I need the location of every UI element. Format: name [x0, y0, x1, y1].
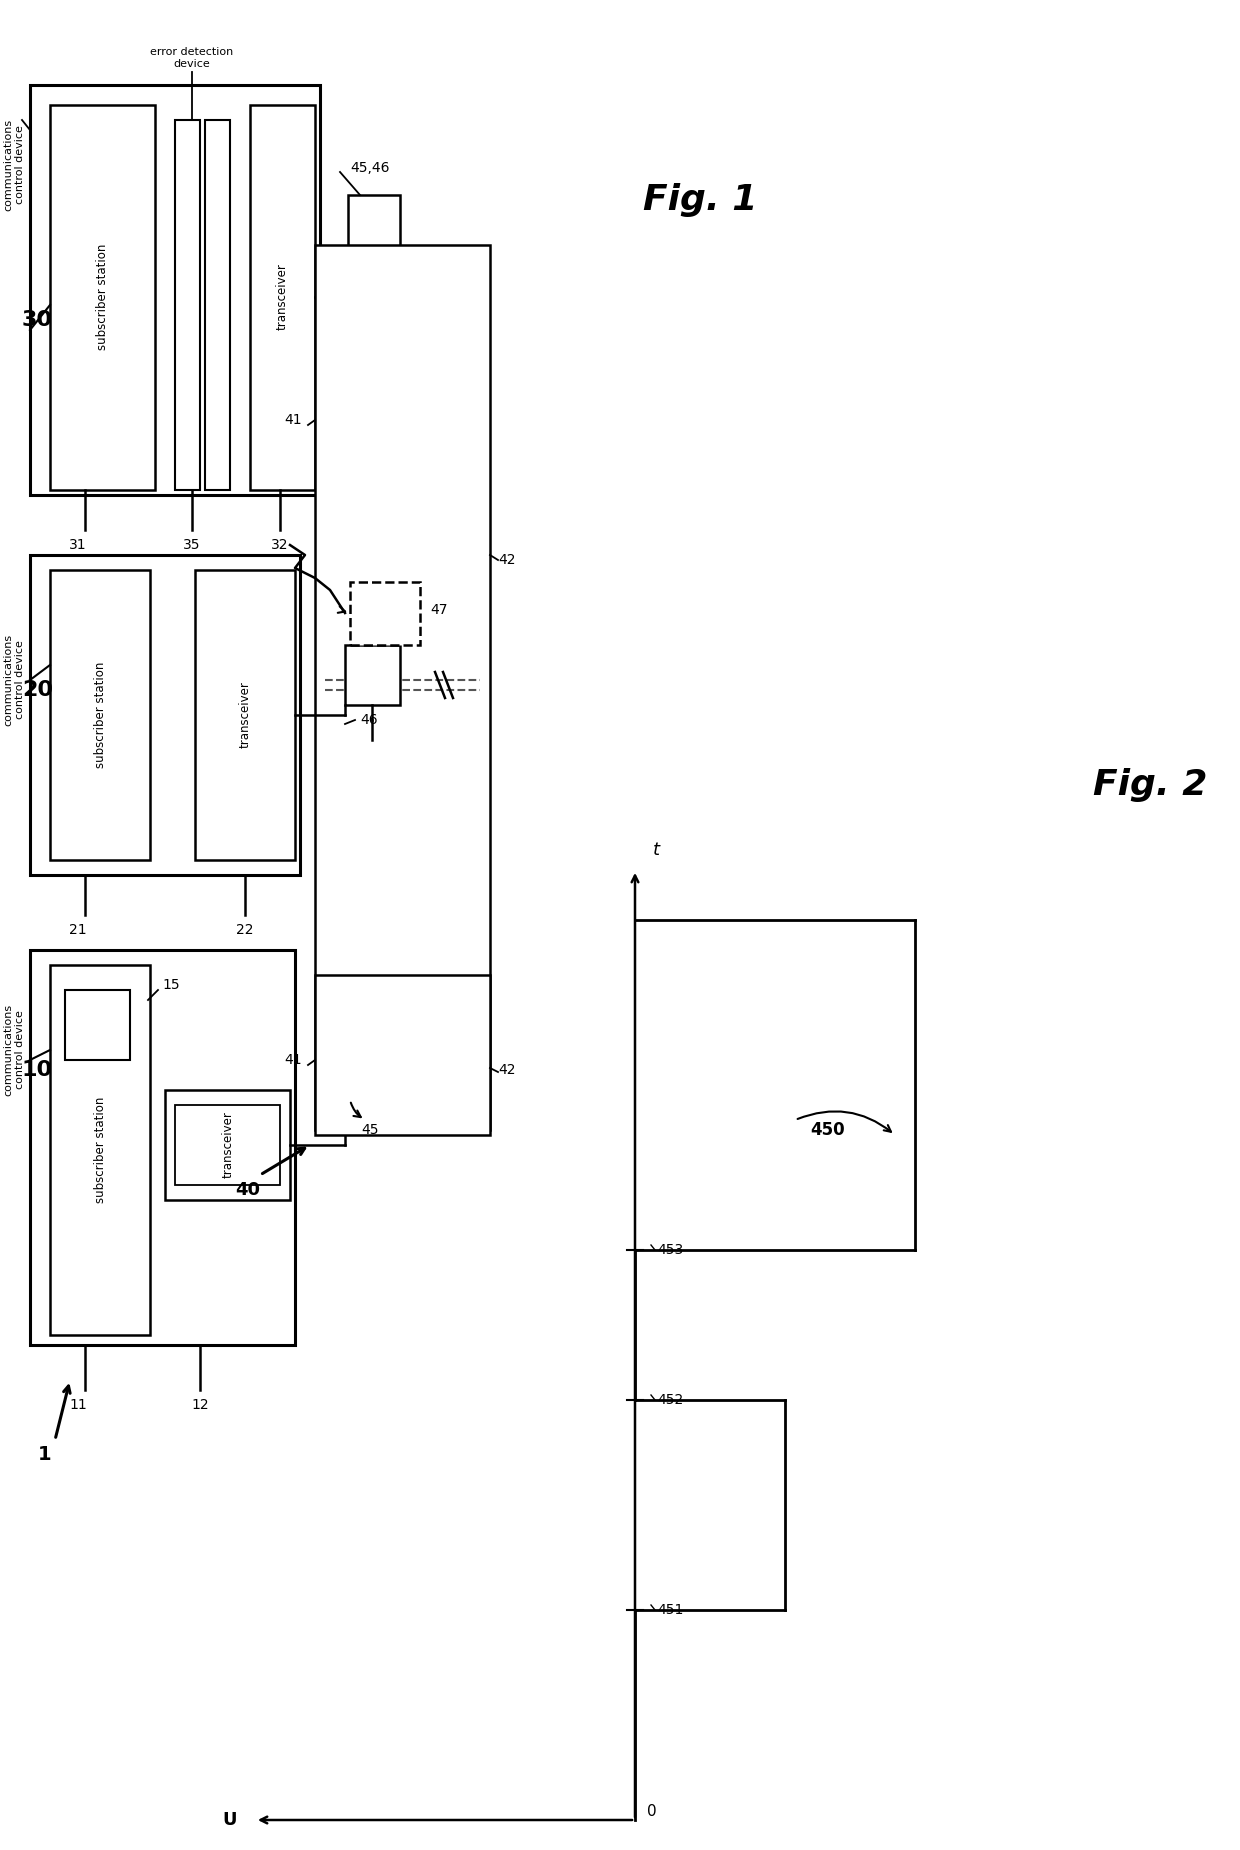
Bar	[50, 966, 150, 1336]
Bar	[345, 1051, 401, 1116]
Text: 1: 1	[38, 1445, 52, 1465]
Text: 22: 22	[237, 923, 254, 936]
Text: communications
control device: communications control device	[4, 635, 25, 725]
Text: 10: 10	[22, 1060, 53, 1080]
Bar	[175, 120, 200, 490]
Text: transceiver: transceiver	[275, 263, 289, 331]
Text: Fig. 1: Fig. 1	[642, 183, 758, 216]
Bar	[195, 570, 295, 860]
Text: 35: 35	[184, 538, 201, 551]
Text: 12: 12	[191, 1399, 208, 1412]
Bar	[50, 570, 150, 860]
Bar	[30, 555, 300, 875]
Text: 42: 42	[498, 1064, 516, 1077]
Text: Fig. 2: Fig. 2	[1092, 768, 1208, 803]
Text: error detection
device: error detection device	[150, 48, 233, 68]
Text: subscriber station: subscriber station	[93, 1097, 107, 1202]
Text: 46: 46	[360, 712, 378, 727]
Bar	[250, 105, 315, 490]
Text: t: t	[653, 842, 660, 858]
Text: 32: 32	[272, 538, 289, 551]
Text: 450: 450	[810, 1121, 844, 1140]
Text: 31: 31	[69, 538, 87, 551]
Text: U: U	[222, 1811, 237, 1830]
Text: 11: 11	[69, 1399, 87, 1412]
Text: 21: 21	[69, 923, 87, 936]
Text: 47: 47	[430, 603, 448, 618]
Text: communications
control device: communications control device	[4, 118, 25, 211]
Text: subscriber station: subscriber station	[93, 662, 107, 768]
Text: subscriber station: subscriber station	[95, 244, 109, 350]
Text: 451: 451	[657, 1602, 683, 1617]
Bar	[315, 244, 490, 1130]
Bar	[348, 194, 401, 255]
Text: 45,46: 45,46	[350, 161, 389, 176]
Text: 15: 15	[162, 979, 180, 992]
Bar	[350, 583, 420, 646]
Text: 40: 40	[236, 1180, 260, 1199]
Bar	[205, 120, 229, 490]
Text: 20: 20	[22, 681, 53, 699]
Text: transceiver: transceiver	[222, 1112, 234, 1178]
Bar	[175, 1104, 280, 1186]
Bar	[315, 975, 490, 1136]
Text: 452: 452	[657, 1393, 683, 1408]
Bar	[64, 990, 130, 1060]
Text: 45: 45	[361, 1123, 378, 1138]
Text: 0: 0	[647, 1804, 657, 1820]
Text: 30: 30	[22, 311, 53, 329]
Text: 453: 453	[657, 1243, 683, 1256]
Bar	[165, 1090, 290, 1201]
Bar	[30, 951, 295, 1345]
Text: communications
control device: communications control device	[4, 1005, 25, 1095]
Text: transceiver: transceiver	[238, 681, 252, 749]
Bar	[345, 646, 401, 705]
Bar	[30, 85, 320, 496]
Bar	[50, 105, 155, 490]
Text: 42: 42	[498, 553, 516, 566]
Text: 41: 41	[284, 1053, 303, 1067]
Text: 41: 41	[284, 413, 303, 427]
